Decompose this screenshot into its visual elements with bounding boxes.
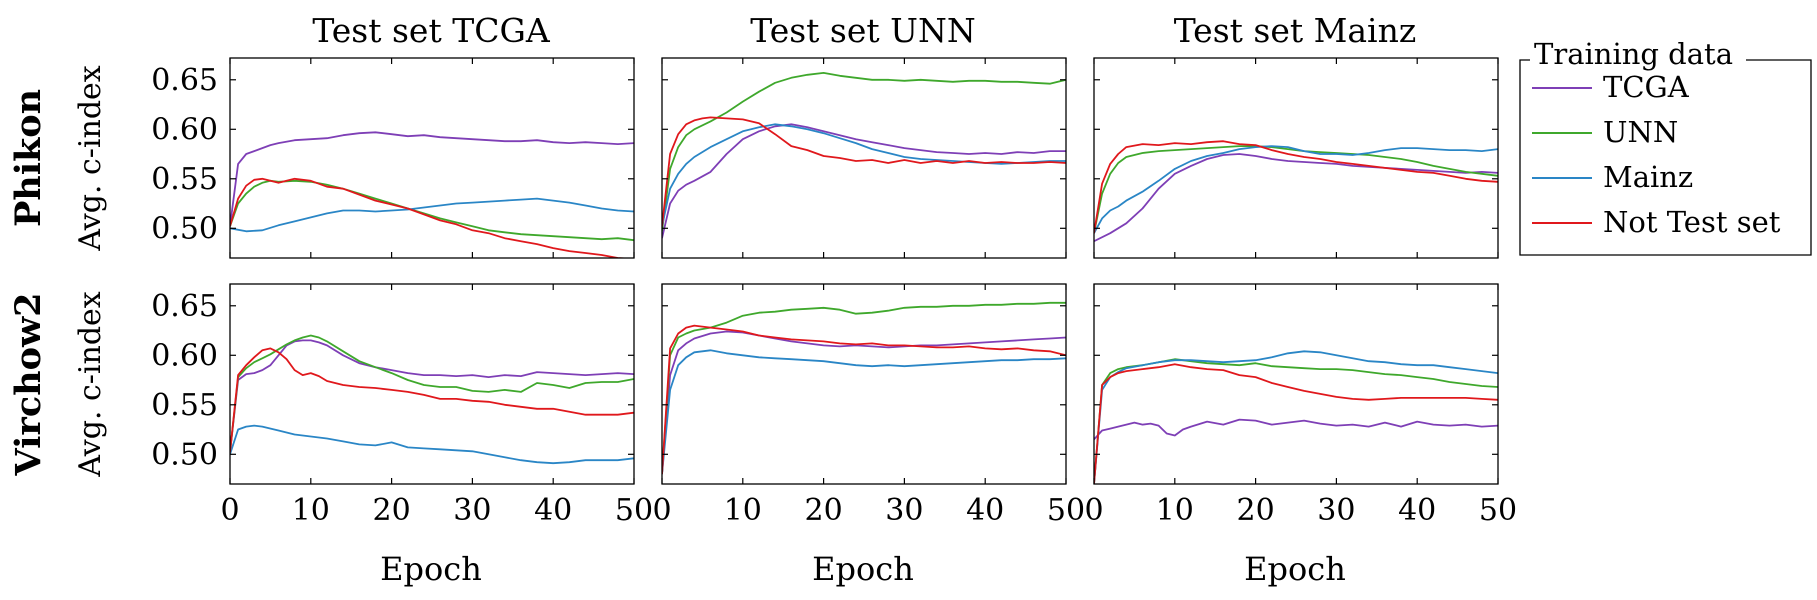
series-line-mainz bbox=[662, 123, 1066, 227]
series-line-unn bbox=[230, 334, 634, 453]
x-tick-label: 40 bbox=[966, 493, 1004, 528]
column-title-tcga: Test set TCGA bbox=[312, 11, 551, 50]
column-title-unn: Test set UNN bbox=[750, 11, 975, 50]
plot-panel-phikon-unn bbox=[661, 57, 1067, 259]
plot-frame bbox=[229, 283, 635, 485]
x-tick-label: 40 bbox=[534, 493, 572, 528]
series-line-mainz bbox=[662, 349, 1066, 475]
x-tick-label: 20 bbox=[805, 493, 843, 528]
series-line-tcga bbox=[662, 330, 1066, 475]
y-tick-label: 0.65 bbox=[151, 289, 218, 324]
plot-panel-virchow2-tcga: 0 10 20 30 40 50 0.65 0.60 0.55 0.50 bbox=[151, 283, 653, 528]
x-tick-label: 20 bbox=[373, 493, 411, 528]
series-line-unn bbox=[230, 179, 634, 242]
legend-title: Training data bbox=[1534, 37, 1733, 71]
x-tick-label: 0 bbox=[220, 493, 239, 528]
series-line-tcga bbox=[230, 131, 634, 227]
row-label-phikon: Phikon bbox=[8, 89, 49, 227]
x-tick-label: 30 bbox=[453, 493, 491, 528]
plot-frame bbox=[1093, 57, 1499, 259]
y-tick-label: 0.60 bbox=[151, 112, 218, 147]
x-tick-label: 50 bbox=[1047, 493, 1085, 528]
x-axis-label-col3: Epoch bbox=[1244, 550, 1346, 588]
legend-label-mainz: Mainz bbox=[1603, 160, 1693, 194]
series-line-not-test-set bbox=[230, 177, 633, 258]
plot-panel-virchow2-unn: 0 10 20 30 40 50 bbox=[652, 283, 1085, 528]
y-tick-label: 0.55 bbox=[151, 388, 218, 423]
series-line-unn bbox=[1094, 145, 1498, 234]
plot-panel-virchow2-mainz: 0 10 20 30 40 50 bbox=[1084, 283, 1517, 528]
y-tick-label: 0.50 bbox=[151, 437, 218, 472]
plot-frame bbox=[661, 283, 1067, 485]
series-line-unn bbox=[662, 301, 1066, 475]
column-title-mainz: Test set Mainz bbox=[1174, 11, 1417, 50]
series-line-not-test-set bbox=[662, 324, 1066, 475]
legend-label-unn: UNN bbox=[1603, 115, 1678, 149]
series-line-not-test-set bbox=[662, 116, 1066, 227]
x-tick-label: 10 bbox=[1156, 493, 1194, 528]
row-label-virchow2: Virchow2 bbox=[8, 293, 49, 477]
series-line-mainz bbox=[230, 197, 634, 233]
x-tick-label: 50 bbox=[1479, 493, 1517, 528]
series-line-not-test-set bbox=[1094, 140, 1498, 234]
plot-frame bbox=[1093, 283, 1499, 485]
series-line-unn bbox=[662, 72, 1066, 232]
series-line-mainz bbox=[1094, 145, 1498, 234]
plot-panel-phikon-mainz bbox=[1093, 57, 1499, 259]
plot-frame bbox=[229, 57, 635, 259]
series-line-tcga bbox=[662, 123, 1066, 239]
legend-label-not-test-set: Not Test set bbox=[1603, 205, 1781, 239]
y-tick-label: 0.65 bbox=[151, 63, 218, 98]
legend: Training data TCGA UNN Mainz Not Test se… bbox=[1519, 37, 1812, 256]
series-line-not-test-set bbox=[1094, 363, 1498, 484]
x-tick-label: 30 bbox=[885, 493, 923, 528]
series-line-mainz bbox=[230, 424, 634, 465]
legend-label-tcga: TCGA bbox=[1603, 70, 1690, 104]
series-line-tcga bbox=[1094, 153, 1498, 243]
x-tick-label: 10 bbox=[724, 493, 762, 528]
x-tick-label: 10 bbox=[292, 493, 330, 528]
series-line-tcga bbox=[230, 339, 634, 453]
x-tick-label: 30 bbox=[1317, 493, 1355, 528]
x-tick-label: 0 bbox=[652, 493, 671, 528]
x-tick-label: 50 bbox=[615, 493, 653, 528]
x-axis-label-col1: Epoch bbox=[380, 550, 482, 588]
y-tick-label: 0.60 bbox=[151, 338, 218, 373]
x-tick-label: 0 bbox=[1084, 493, 1103, 528]
y-axis-label-row1: Avg. c-index bbox=[73, 65, 108, 251]
x-tick-label: 40 bbox=[1398, 493, 1436, 528]
y-axis-label-row2: Avg. c-index bbox=[73, 291, 108, 477]
y-tick-label: 0.50 bbox=[151, 211, 218, 246]
series-line-not-test-set bbox=[230, 347, 634, 453]
y-tick-label: 0.55 bbox=[151, 162, 218, 197]
plot-frame bbox=[661, 57, 1067, 259]
x-tick-label: 20 bbox=[1237, 493, 1275, 528]
series-line-mainz bbox=[1094, 350, 1498, 484]
series-line-tcga bbox=[1094, 418, 1498, 441]
legend-box bbox=[1519, 59, 1812, 256]
x-axis-label-col2: Epoch bbox=[812, 550, 914, 588]
plot-panel-phikon-tcga: 0.65 0.60 0.55 0.50 bbox=[151, 57, 635, 259]
